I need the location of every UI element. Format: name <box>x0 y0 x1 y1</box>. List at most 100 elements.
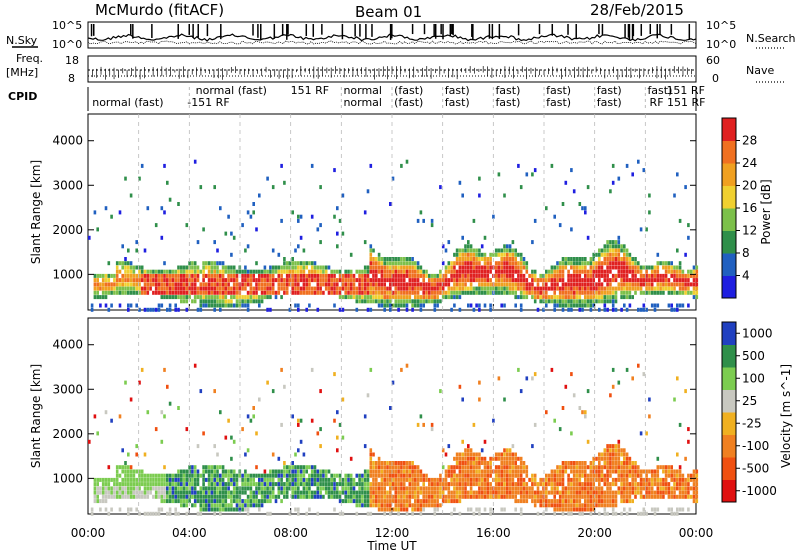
velocity-cell <box>500 473 503 478</box>
power-cell <box>433 282 437 287</box>
power-cell <box>567 278 570 283</box>
power-cell <box>400 286 403 291</box>
power-cell <box>617 257 621 261</box>
velocity-cell <box>414 494 417 499</box>
velocity-cell <box>219 503 222 508</box>
velocity-cell <box>467 507 470 512</box>
power-cell <box>656 252 660 257</box>
velocity-cell <box>695 486 699 491</box>
velocity-cell <box>316 486 320 491</box>
velocity-cell <box>603 452 607 457</box>
power-cell <box>230 265 233 270</box>
power-cell <box>113 273 116 278</box>
velocity-cell <box>260 490 264 495</box>
velocity-cell <box>497 469 501 474</box>
power-cell <box>581 299 584 304</box>
power-cell <box>611 244 615 249</box>
power-cell <box>558 273 562 278</box>
velocity-cell <box>207 503 211 508</box>
velocity-cell <box>467 477 470 482</box>
power-cell <box>129 286 133 291</box>
power-cell <box>667 290 671 295</box>
power-cell <box>464 248 467 253</box>
velocity-cell <box>441 499 445 504</box>
power-cell <box>336 286 339 291</box>
power-cell <box>464 290 467 295</box>
velocity-cell <box>623 473 626 478</box>
velocity-cell <box>664 465 668 470</box>
velocity-cell <box>327 469 331 474</box>
power-cell <box>414 299 417 304</box>
power-cell <box>319 286 322 291</box>
velocity-cell <box>260 473 264 478</box>
power-cell <box>383 282 386 287</box>
velocity-cell <box>508 461 512 465</box>
power-cell <box>330 282 333 287</box>
power-cell <box>391 257 395 261</box>
power-cell <box>180 269 183 274</box>
velocity-cell <box>157 511 161 516</box>
velocity-cell <box>213 503 216 508</box>
power-cell <box>428 286 431 291</box>
velocity-cell <box>174 507 177 512</box>
power-cell <box>386 269 389 274</box>
power-cell <box>664 269 668 274</box>
velocity-cell <box>514 490 517 495</box>
velocity-cell <box>244 452 247 457</box>
power-cell <box>313 265 317 270</box>
velocity-cell <box>416 422 420 427</box>
power-cell <box>514 295 517 300</box>
power-cell <box>347 269 350 274</box>
velocity-cell <box>191 490 194 495</box>
power-cell <box>650 278 654 283</box>
velocity-cell <box>207 499 211 504</box>
velocity-cell <box>389 486 392 491</box>
velocity-cell <box>511 469 515 474</box>
power-cell <box>556 273 559 278</box>
power-cell <box>380 269 384 274</box>
power-cell <box>550 273 554 278</box>
velocity-cell <box>266 494 269 499</box>
power-cell <box>475 278 478 283</box>
velocity-cell <box>193 490 197 495</box>
velocity-cell <box>519 507 523 512</box>
power-cell <box>536 290 540 295</box>
velocity-cell <box>288 469 292 474</box>
power-cell <box>623 273 626 278</box>
power-cell <box>121 282 124 287</box>
power-cell <box>260 278 264 283</box>
power-cell <box>575 261 579 266</box>
power-cell <box>104 290 108 295</box>
velocity-cell <box>127 486 130 491</box>
velocity-cell <box>386 477 389 482</box>
power-cell <box>280 286 283 291</box>
power-cell <box>472 257 476 261</box>
velocity-cell <box>213 507 216 512</box>
velocity-cell <box>522 469 526 474</box>
velocity-cell <box>558 465 562 470</box>
velocity-cell <box>519 465 523 470</box>
velocity-cell <box>572 503 576 508</box>
velocity-cell <box>319 473 322 478</box>
velocity-cell <box>419 511 423 516</box>
power-cell <box>383 290 386 295</box>
velocity-cell <box>598 511 601 516</box>
power-cell <box>514 252 517 257</box>
power-cell <box>453 295 456 300</box>
velocity-cell <box>263 499 267 504</box>
power-cell <box>377 303 381 308</box>
velocity-cell <box>444 499 448 504</box>
power-cell <box>519 185 523 190</box>
power-cell <box>478 265 481 270</box>
power-cell <box>606 252 609 257</box>
power-cell <box>207 295 211 300</box>
power-cell <box>280 278 283 283</box>
power-cell <box>202 227 205 232</box>
power-cell <box>377 299 381 304</box>
power-cell <box>408 273 412 278</box>
power-cell <box>545 278 548 283</box>
velocity-cell <box>124 482 127 487</box>
velocity-cell <box>349 494 353 499</box>
velocity-cell <box>447 482 451 487</box>
